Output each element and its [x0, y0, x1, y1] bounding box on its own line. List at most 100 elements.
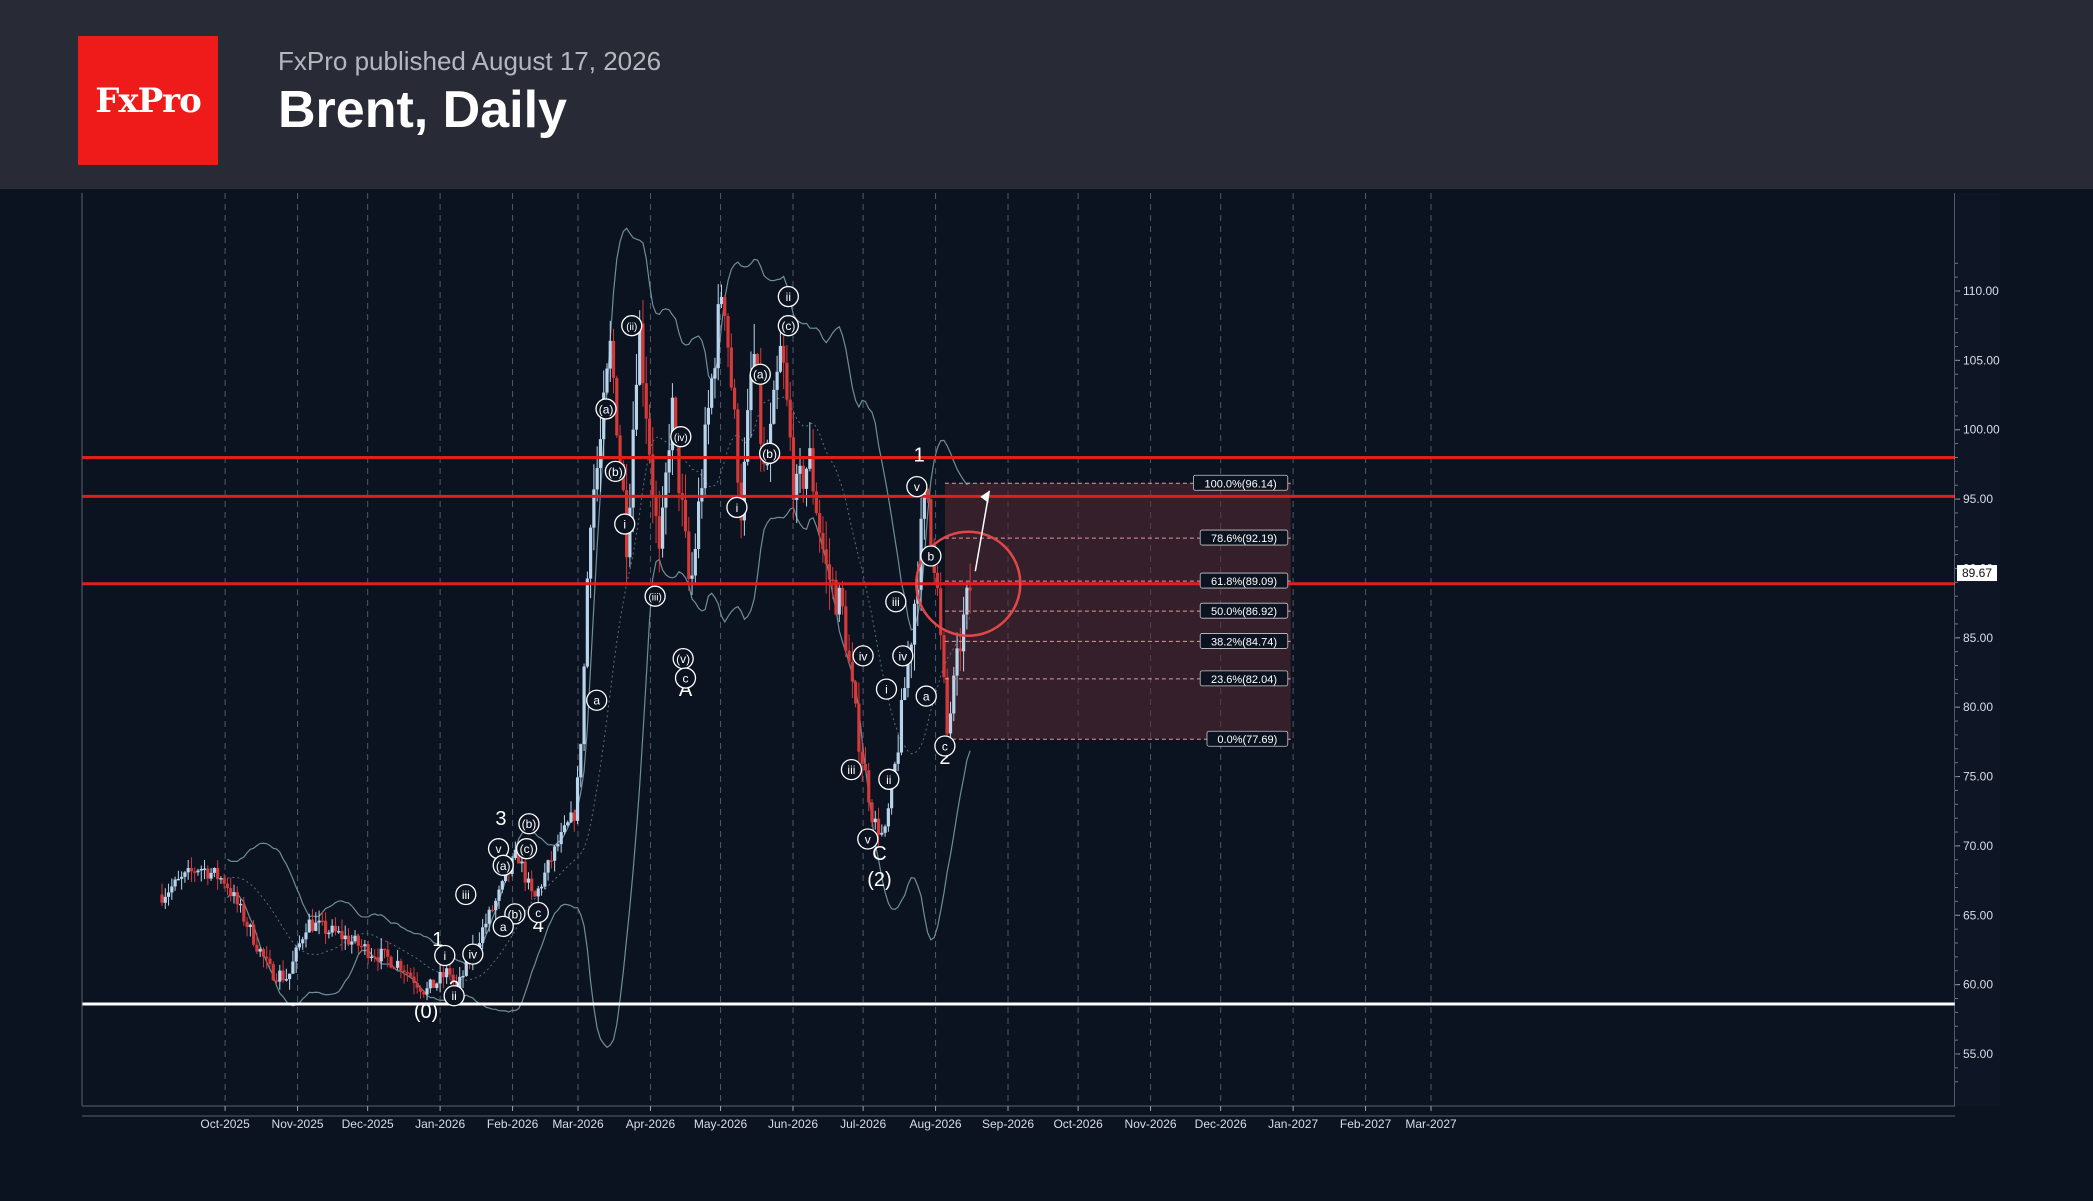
candle-body — [818, 513, 822, 534]
candle-body — [736, 409, 740, 483]
candle-body — [395, 960, 400, 968]
candle-body — [353, 935, 357, 942]
fib-label-box — [1199, 572, 1289, 589]
candle-body — [723, 296, 727, 317]
candle-body — [860, 751, 864, 764]
y-tick-label: 80.00 — [1963, 700, 1993, 714]
fib-label: 100.0%(96.14) — [1205, 478, 1277, 490]
candle-body — [324, 920, 328, 934]
x-tick-label: Feb-2026 — [487, 1117, 539, 1131]
wave-label-circled: i — [623, 518, 626, 532]
chart-title: Brent, Daily — [278, 81, 567, 139]
wave-label-circled: iv — [899, 649, 908, 663]
candle-body — [199, 868, 203, 871]
candle-body — [382, 948, 387, 951]
wave-label-circled: a — [923, 690, 930, 704]
wave-label-circle — [777, 315, 799, 337]
fib-label-box — [1199, 602, 1289, 619]
wave-label-circled: (c) — [781, 319, 795, 333]
wave-label: 3 — [495, 808, 506, 830]
fib-label: 38.2%(84.74) — [1211, 636, 1277, 648]
candle-body — [216, 867, 220, 880]
candle-body — [582, 666, 586, 745]
candle-body — [742, 461, 746, 521]
candle-body — [343, 935, 347, 940]
candle-body — [265, 956, 269, 959]
candle-body — [359, 945, 364, 948]
candle-body — [389, 956, 393, 968]
candle-body — [644, 383, 648, 419]
price-chart: 100.0%(96.14) 78.6%(92.19) 61.8%(89.09) 50.… — [81, 193, 2000, 1131]
wave-label-circle — [892, 645, 914, 667]
candle-body — [572, 812, 576, 821]
x-tick-label: Jul-2026 — [840, 1117, 886, 1131]
candle-body — [939, 588, 943, 636]
candle-body — [543, 872, 547, 887]
wave-label-circle — [492, 915, 514, 938]
wave-label-circled: iii — [847, 763, 855, 777]
candle-body — [631, 429, 635, 508]
wave-label-circle — [885, 591, 907, 613]
candle-body — [566, 822, 570, 826]
candle-body — [693, 549, 697, 576]
wave-label-circled: (a) — [753, 368, 768, 382]
x-tick-label: Oct-2025 — [200, 1117, 250, 1131]
candle-body — [896, 752, 900, 764]
candle-body — [824, 549, 828, 565]
x-tick-label: Apr-2026 — [626, 1117, 676, 1131]
candle-body — [772, 389, 776, 424]
candle-body — [726, 316, 730, 348]
x-tick-label: May-2026 — [694, 1117, 748, 1131]
candle-body — [513, 849, 517, 859]
wave-label-circle — [644, 585, 666, 607]
wave-label-circle — [455, 883, 477, 906]
candle-body — [409, 972, 413, 977]
candle-body — [494, 900, 498, 911]
candle-body — [533, 891, 537, 897]
wave-label-circled: ii — [786, 290, 791, 304]
wave-label-circled: (iii) — [648, 593, 661, 604]
candle-body — [948, 713, 953, 734]
candle-body — [549, 860, 553, 862]
candle-body — [553, 846, 557, 861]
wave-label-circle — [604, 460, 627, 482]
candle-body — [788, 399, 792, 438]
wave-label-circled: (v) — [676, 652, 690, 666]
wave-label-circle — [852, 645, 874, 667]
candle-body — [536, 888, 540, 897]
x-tick-label: Mar-2027 — [1405, 1117, 1457, 1131]
candle-body — [562, 825, 567, 833]
wave-label-circle — [434, 944, 456, 967]
candle-body — [530, 878, 534, 892]
candle-body — [850, 661, 854, 682]
candle-body — [719, 296, 724, 305]
wave-label-circled: i — [443, 949, 446, 963]
wave-label-circle — [758, 442, 781, 464]
candle-body — [523, 861, 527, 883]
candle-body — [556, 844, 560, 847]
candle-body — [958, 648, 962, 652]
candle-body — [373, 956, 377, 958]
wave-label-circle — [492, 854, 514, 876]
candle-body — [857, 703, 861, 752]
wave-label: (2) — [867, 869, 891, 891]
wave-label-circle — [906, 475, 928, 498]
wave-label-circled: i — [736, 501, 739, 515]
candle-body — [651, 454, 655, 497]
wave-label-circle — [527, 901, 549, 924]
candle-body — [634, 384, 639, 430]
projection-arrow — [974, 490, 991, 572]
candle-body — [729, 347, 733, 388]
candle-body — [608, 340, 612, 369]
candle-body — [965, 587, 969, 615]
candle-body — [320, 920, 324, 923]
wave-label-circle — [515, 838, 538, 860]
wave-label-circle — [875, 678, 898, 700]
candle-body — [333, 925, 338, 932]
candle-body — [464, 958, 468, 976]
candle-body — [445, 968, 449, 978]
chart-area: 100.0%(96.14) 78.6%(92.19) 61.8%(89.09) 50.… — [0, 189, 2093, 1196]
candle-body — [517, 849, 521, 864]
candle-body — [180, 876, 184, 879]
candle-body — [219, 878, 223, 880]
